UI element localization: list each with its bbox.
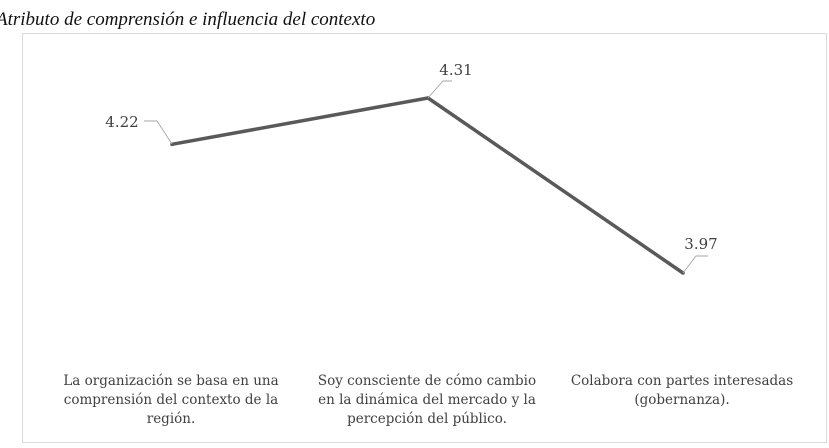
chart-frame [22,33,827,443]
data-point-1 [170,142,174,147]
series-layer [170,96,685,275]
leader-line-3 [682,255,708,274]
series-line [171,96,684,275]
leader-line-1 [144,120,173,145]
leader-line-2 [427,80,452,99]
data-label-2: 4.31 [439,61,472,79]
category-label-1: La organización se basa en una comprensi… [63,373,279,427]
figure-title: Atributo de comprensión e influencia del… [0,9,376,30]
category-label-3: Colabora con partes interesadas (goberna… [570,373,794,408]
category-label-2: Soy consciente de cómo cambio en la diná… [317,373,537,427]
data-label-layer: 4.22 4.31 3.97 [105,61,718,274]
data-label-3: 3.97 [684,235,717,253]
data-label-1: 4.22 [105,113,138,131]
